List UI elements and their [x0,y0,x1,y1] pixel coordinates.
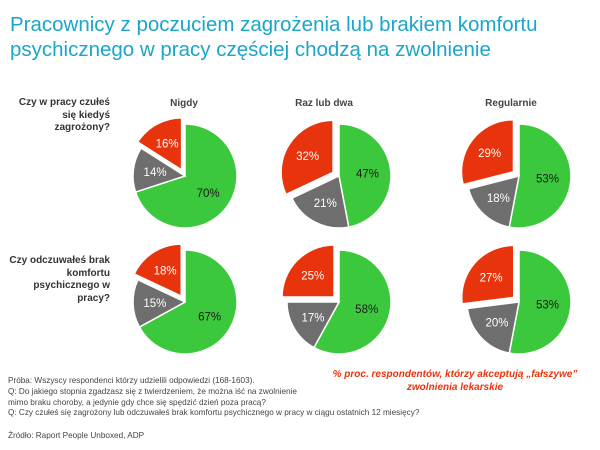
pie-slice-label: 53% [536,300,559,312]
pie-slice-label: 25% [301,271,324,283]
pie-slice-label: 47% [356,168,379,180]
pie-slice-red [133,243,182,298]
pie-slice-label: 18% [487,193,510,205]
column-header-raz-lub-dwa: Raz lub dwa [295,98,353,109]
pie-slice-label: 29% [478,148,501,160]
pie-slice-grey [286,301,341,349]
pie-slice-label: 17% [302,312,325,324]
pie-slice-label: 18% [154,266,177,278]
pie-slice-label: 21% [314,198,337,210]
note-line: Próba: Wszyscy respondenci którzy udziel… [8,376,255,385]
pie-komfort-regularnie: 53% 20% 27% [461,244,572,355]
pie-slice-label: 70% [197,188,220,200]
pie-slice-label: 58% [355,304,378,316]
pie-slice-label: 14% [144,167,167,179]
pie-slice-red [280,119,334,196]
row-label-brak-komfortu: Czy odczuwałeś brak komfortu psychiczneg… [9,255,110,304]
row-label-zagrozony: Czy w pracy czułeś się kiedyś zagrożony? [18,97,110,133]
methodology-notes: Próba: Wszyscy respondenci którzy udziel… [8,376,478,419]
page-title: Pracownicy z poczuciem zagrożenia lub br… [10,13,538,61]
pie-slice-label: 27% [480,272,503,284]
column-header-regularnie: Regularnie [485,98,537,109]
pie-komfort-raz-lub-dwa: 58% 17% 25% [281,244,392,355]
pie-komfort-nigdy: 67% 15% 18% [132,243,238,355]
pie-slice-grey [290,174,350,229]
note-line: Q: Do jakiego stopnia zgadzasz się z twi… [8,386,297,396]
source-note: Źródło: Raport People Unboxed, ADP [8,431,145,440]
pie-slice-grey [132,278,187,329]
pie-zagrozony-regularnie: 53% 18% 29% [460,118,572,229]
note-line: mimo braku choroby, a jedynie gdy chce s… [8,397,266,407]
pie-slice-grey [467,174,520,228]
column-header-nigdy: Nigdy [170,98,198,109]
pie-slice-grey [132,147,187,194]
pie-slice-green [508,123,572,229]
pie-slice-label: 15% [143,298,166,310]
pie-slice-red [460,118,515,186]
pie-zagrozony-nigdy: 70% 14% 16% [132,117,238,229]
pie-slice-grey [466,301,520,354]
pie-slice-green [312,249,392,355]
pie-slice-label: 67% [198,312,221,324]
pie-slice-label: 16% [156,138,179,150]
note-line: Q: Czy czułeś się zagrożony lub odczuwał… [8,408,420,418]
pie-slice-green [138,249,238,355]
pie-slice-green [338,123,392,228]
pie-slice-red [136,117,183,172]
pie-slice-label: 32% [296,151,319,163]
pie-slice-label: 20% [485,318,508,330]
pie-slice-red [461,244,515,305]
pie-slice-label: 53% [536,174,559,186]
pie-zagrozony-raz-lub-dwa: 47% 21% 32% [280,119,392,229]
legend-note: % proc. respondentów, którzy akceptują „… [332,369,578,393]
pie-slice-green [508,249,572,355]
pie-slice-red [281,244,335,298]
